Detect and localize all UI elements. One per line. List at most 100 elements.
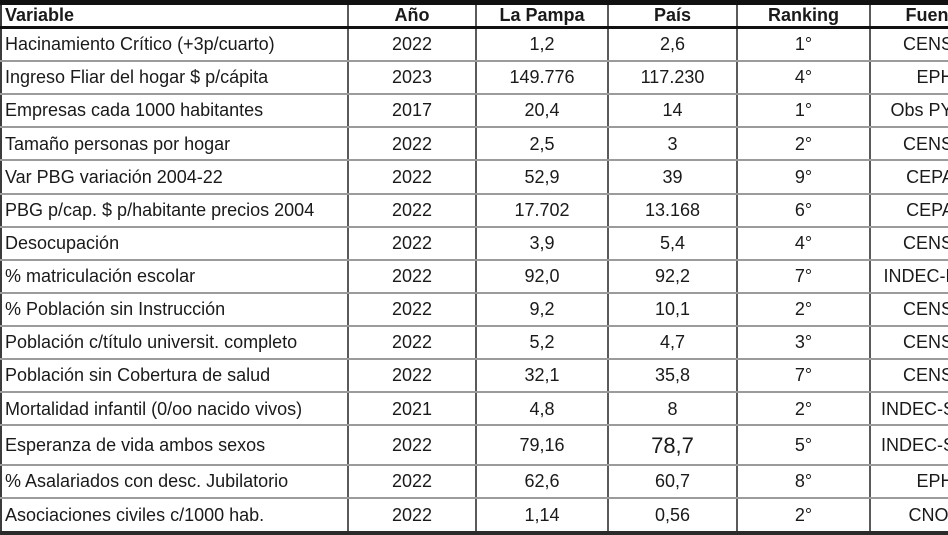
cell-la_pampa: 62,6	[476, 465, 609, 500]
cell-anio: 2023	[348, 61, 477, 96]
cell-variable: Hacinamiento Crítico (+3p/cuarto)	[1, 27, 349, 63]
cell-ranking: 4°	[737, 226, 871, 261]
cell-fuente: CENSO	[870, 27, 948, 63]
cell-ranking: 9°	[737, 160, 871, 195]
cell-anio: 2022	[348, 359, 477, 394]
cell-variable: Mortalidad infantil (0/oo nacido vivos)	[1, 392, 349, 427]
cell-anio: 2022	[348, 465, 477, 500]
cell-fuente: CENSO	[870, 226, 948, 261]
cell-ranking: 1°	[737, 27, 871, 63]
cell-pais: 10,1	[608, 292, 738, 328]
cell-pais: 60,7	[608, 465, 738, 500]
table-row: Var PBG variación 2004-22 2022 52,9 39 9° CEP…	[1, 160, 948, 195]
cell-fuente: CEPAL	[870, 160, 948, 195]
cell-ranking: 5°	[737, 425, 871, 467]
table-row: Población sin Cobertura de salud 2022 32,1…	[1, 359, 948, 394]
cell-la_pampa: 9,2	[476, 292, 609, 328]
cell-ranking: 3°	[737, 326, 871, 361]
cell-la_pampa: 2,5	[476, 127, 609, 162]
cell-anio: 2022	[348, 226, 477, 261]
cell-anio: 2021	[348, 392, 477, 427]
table-row: Hacinamiento Crítico (+3p/cuarto) 2022 1,2…	[1, 27, 948, 63]
cell-la_pampa: 4,8	[476, 392, 609, 427]
cell-variable: PBG p/cap. $ p/habitante precios 2004	[1, 193, 349, 228]
table-row: PBG p/cap. $ p/habitante precios 2004 202…	[1, 193, 948, 228]
cell-pais: 2,6	[608, 27, 738, 63]
table-row: Mortalidad infantil (0/oo nacido vivos) 2…	[1, 392, 948, 427]
cell-pais: 3	[608, 127, 738, 162]
cell-pais: 35,8	[608, 359, 738, 394]
column-header-fuente: Fuente	[870, 2, 948, 29]
column-header-variable: Variable	[1, 2, 349, 29]
cell-anio: 2022	[348, 160, 477, 195]
cell-fuente: INDEC-Salud	[870, 425, 948, 467]
cell-pais: 78,7	[608, 425, 738, 467]
cell-la_pampa: 52,9	[476, 160, 609, 195]
cell-pais: 5,4	[608, 226, 738, 261]
table-row: Población c/título universit. completo 20…	[1, 326, 948, 361]
cell-ranking: 6°	[737, 193, 871, 228]
cell-variable: % Asalariados con desc. Jubilatorio	[1, 465, 349, 500]
cell-la_pampa: 3,9	[476, 226, 609, 261]
cell-fuente: INDEC-Educ	[870, 259, 948, 294]
cell-fuente: CENSO	[870, 127, 948, 162]
cell-variable: Población c/título universit. completo	[1, 326, 349, 361]
cell-variable: Var PBG variación 2004-22	[1, 160, 349, 195]
table-row: Ingreso Fliar del hogar $ p/cápita 2023 14…	[1, 61, 948, 96]
cell-pais: 13.168	[608, 193, 738, 228]
cell-fuente: CNOC	[870, 498, 948, 534]
cell-variable: Esperanza de vida ambos sexos	[1, 425, 349, 467]
table-body: Hacinamiento Crítico (+3p/cuarto) 2022 1,2…	[1, 27, 948, 534]
cell-anio: 2022	[348, 193, 477, 228]
cell-fuente: EPH	[870, 465, 948, 500]
column-header-la_pampa: La Pampa	[476, 2, 609, 29]
cell-ranking: 2°	[737, 392, 871, 427]
cell-anio: 2022	[348, 498, 477, 534]
cell-la_pampa: 92,0	[476, 259, 609, 294]
cell-variable: % Población sin Instrucción	[1, 292, 349, 328]
table-row: Asociaciones civiles c/1000 hab. 2022 1,14…	[1, 498, 948, 534]
cell-variable: Desocupación	[1, 226, 349, 261]
cell-anio: 2022	[348, 27, 477, 63]
cell-ranking: 7°	[737, 259, 871, 294]
cell-ranking: 1°	[737, 94, 871, 129]
cell-variable: Ingreso Fliar del hogar $ p/cápita	[1, 61, 349, 96]
cell-fuente: CENSO	[870, 326, 948, 361]
cell-la_pampa: 17.702	[476, 193, 609, 228]
cell-anio: 2022	[348, 259, 477, 294]
cell-la_pampa: 1,14	[476, 498, 609, 534]
cell-la_pampa: 32,1	[476, 359, 609, 394]
cell-variable: Tamaño personas por hogar	[1, 127, 349, 162]
cell-variable: Asociaciones civiles c/1000 hab.	[1, 498, 349, 534]
cell-la_pampa: 149.776	[476, 61, 609, 96]
column-header-ranking: Ranking	[737, 2, 871, 29]
cell-variable: % matriculación escolar	[1, 259, 349, 294]
cell-ranking: 2°	[737, 292, 871, 328]
cell-pais: 4,7	[608, 326, 738, 361]
cell-fuente: CEPAL	[870, 193, 948, 228]
cell-fuente: Obs PYME	[870, 94, 948, 129]
cell-fuente: CENSO	[870, 292, 948, 328]
cell-pais: 39	[608, 160, 738, 195]
table-row: % matriculación escolar 2022 92,0 92,2 7° IND…	[1, 259, 948, 294]
cell-la_pampa: 5,2	[476, 326, 609, 361]
cell-anio: 2022	[348, 425, 477, 467]
cell-variable: Empresas cada 1000 habitantes	[1, 94, 349, 129]
cell-pais: 8	[608, 392, 738, 427]
table-row: % Asalariados con desc. Jubilatorio 2022 6…	[1, 465, 948, 500]
cell-variable: Población sin Cobertura de salud	[1, 359, 349, 394]
cell-anio: 2022	[348, 326, 477, 361]
table-row: Empresas cada 1000 habitantes 2017 20,4 14 1…	[1, 94, 948, 129]
table-row: % Población sin Instrucción 2022 9,2 10,1 2°…	[1, 292, 948, 328]
cell-ranking: 7°	[737, 359, 871, 394]
cell-fuente: INDEC-Salud	[870, 392, 948, 427]
table-row: Esperanza de vida ambos sexos 2022 79,16 78…	[1, 425, 948, 467]
cell-pais: 0,56	[608, 498, 738, 534]
column-header-anio: Año	[348, 2, 477, 29]
cell-anio: 2017	[348, 94, 477, 129]
cell-la_pampa: 20,4	[476, 94, 609, 129]
